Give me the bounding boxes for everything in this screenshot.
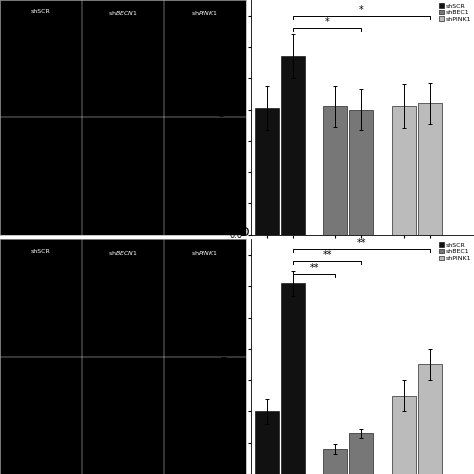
Text: shSCR: shSCR: [31, 249, 51, 254]
Legend: shSCR, shBEC1, shPINK1: shSCR, shBEC1, shPINK1: [438, 243, 471, 261]
Text: 6 h CC: 6 h CC: [445, 251, 469, 260]
Bar: [349, 433, 374, 474]
Bar: [418, 365, 442, 474]
Bar: [418, 103, 442, 235]
Bar: [392, 106, 416, 235]
Text: **: **: [310, 263, 319, 273]
Bar: [323, 106, 347, 235]
Bar: [349, 109, 374, 235]
Y-axis label: ER-mitochondria contact: ER-mitochondria contact: [218, 70, 227, 164]
Text: sh$\it{BECN1}$: sh$\it{BECN1}$: [108, 249, 138, 257]
Text: sh$\it{BECN1}$: sh$\it{BECN1}$: [108, 9, 138, 18]
Y-axis label: % of cells showing GFP-ZFYVE1 dots: % of cells showing GFP-ZFYVE1 dots: [220, 287, 229, 426]
Text: **: **: [356, 238, 366, 248]
Text: *: *: [325, 17, 329, 27]
Text: *: *: [359, 5, 364, 15]
Text: sh$\it{PINK1}$: sh$\it{PINK1}$: [191, 9, 219, 18]
Bar: [255, 108, 279, 235]
Bar: [281, 56, 305, 235]
Bar: [281, 283, 305, 474]
Bar: [323, 449, 347, 474]
Bar: [255, 411, 279, 474]
Legend: shSCR, shBEC1, shPINK1: shSCR, shBEC1, shPINK1: [438, 3, 471, 22]
Text: **: **: [322, 250, 332, 260]
Bar: [392, 396, 416, 474]
Text: sh$\it{PINK1}$: sh$\it{PINK1}$: [191, 249, 219, 257]
Text: D: D: [239, 227, 249, 239]
Text: shSCR: shSCR: [31, 9, 51, 14]
